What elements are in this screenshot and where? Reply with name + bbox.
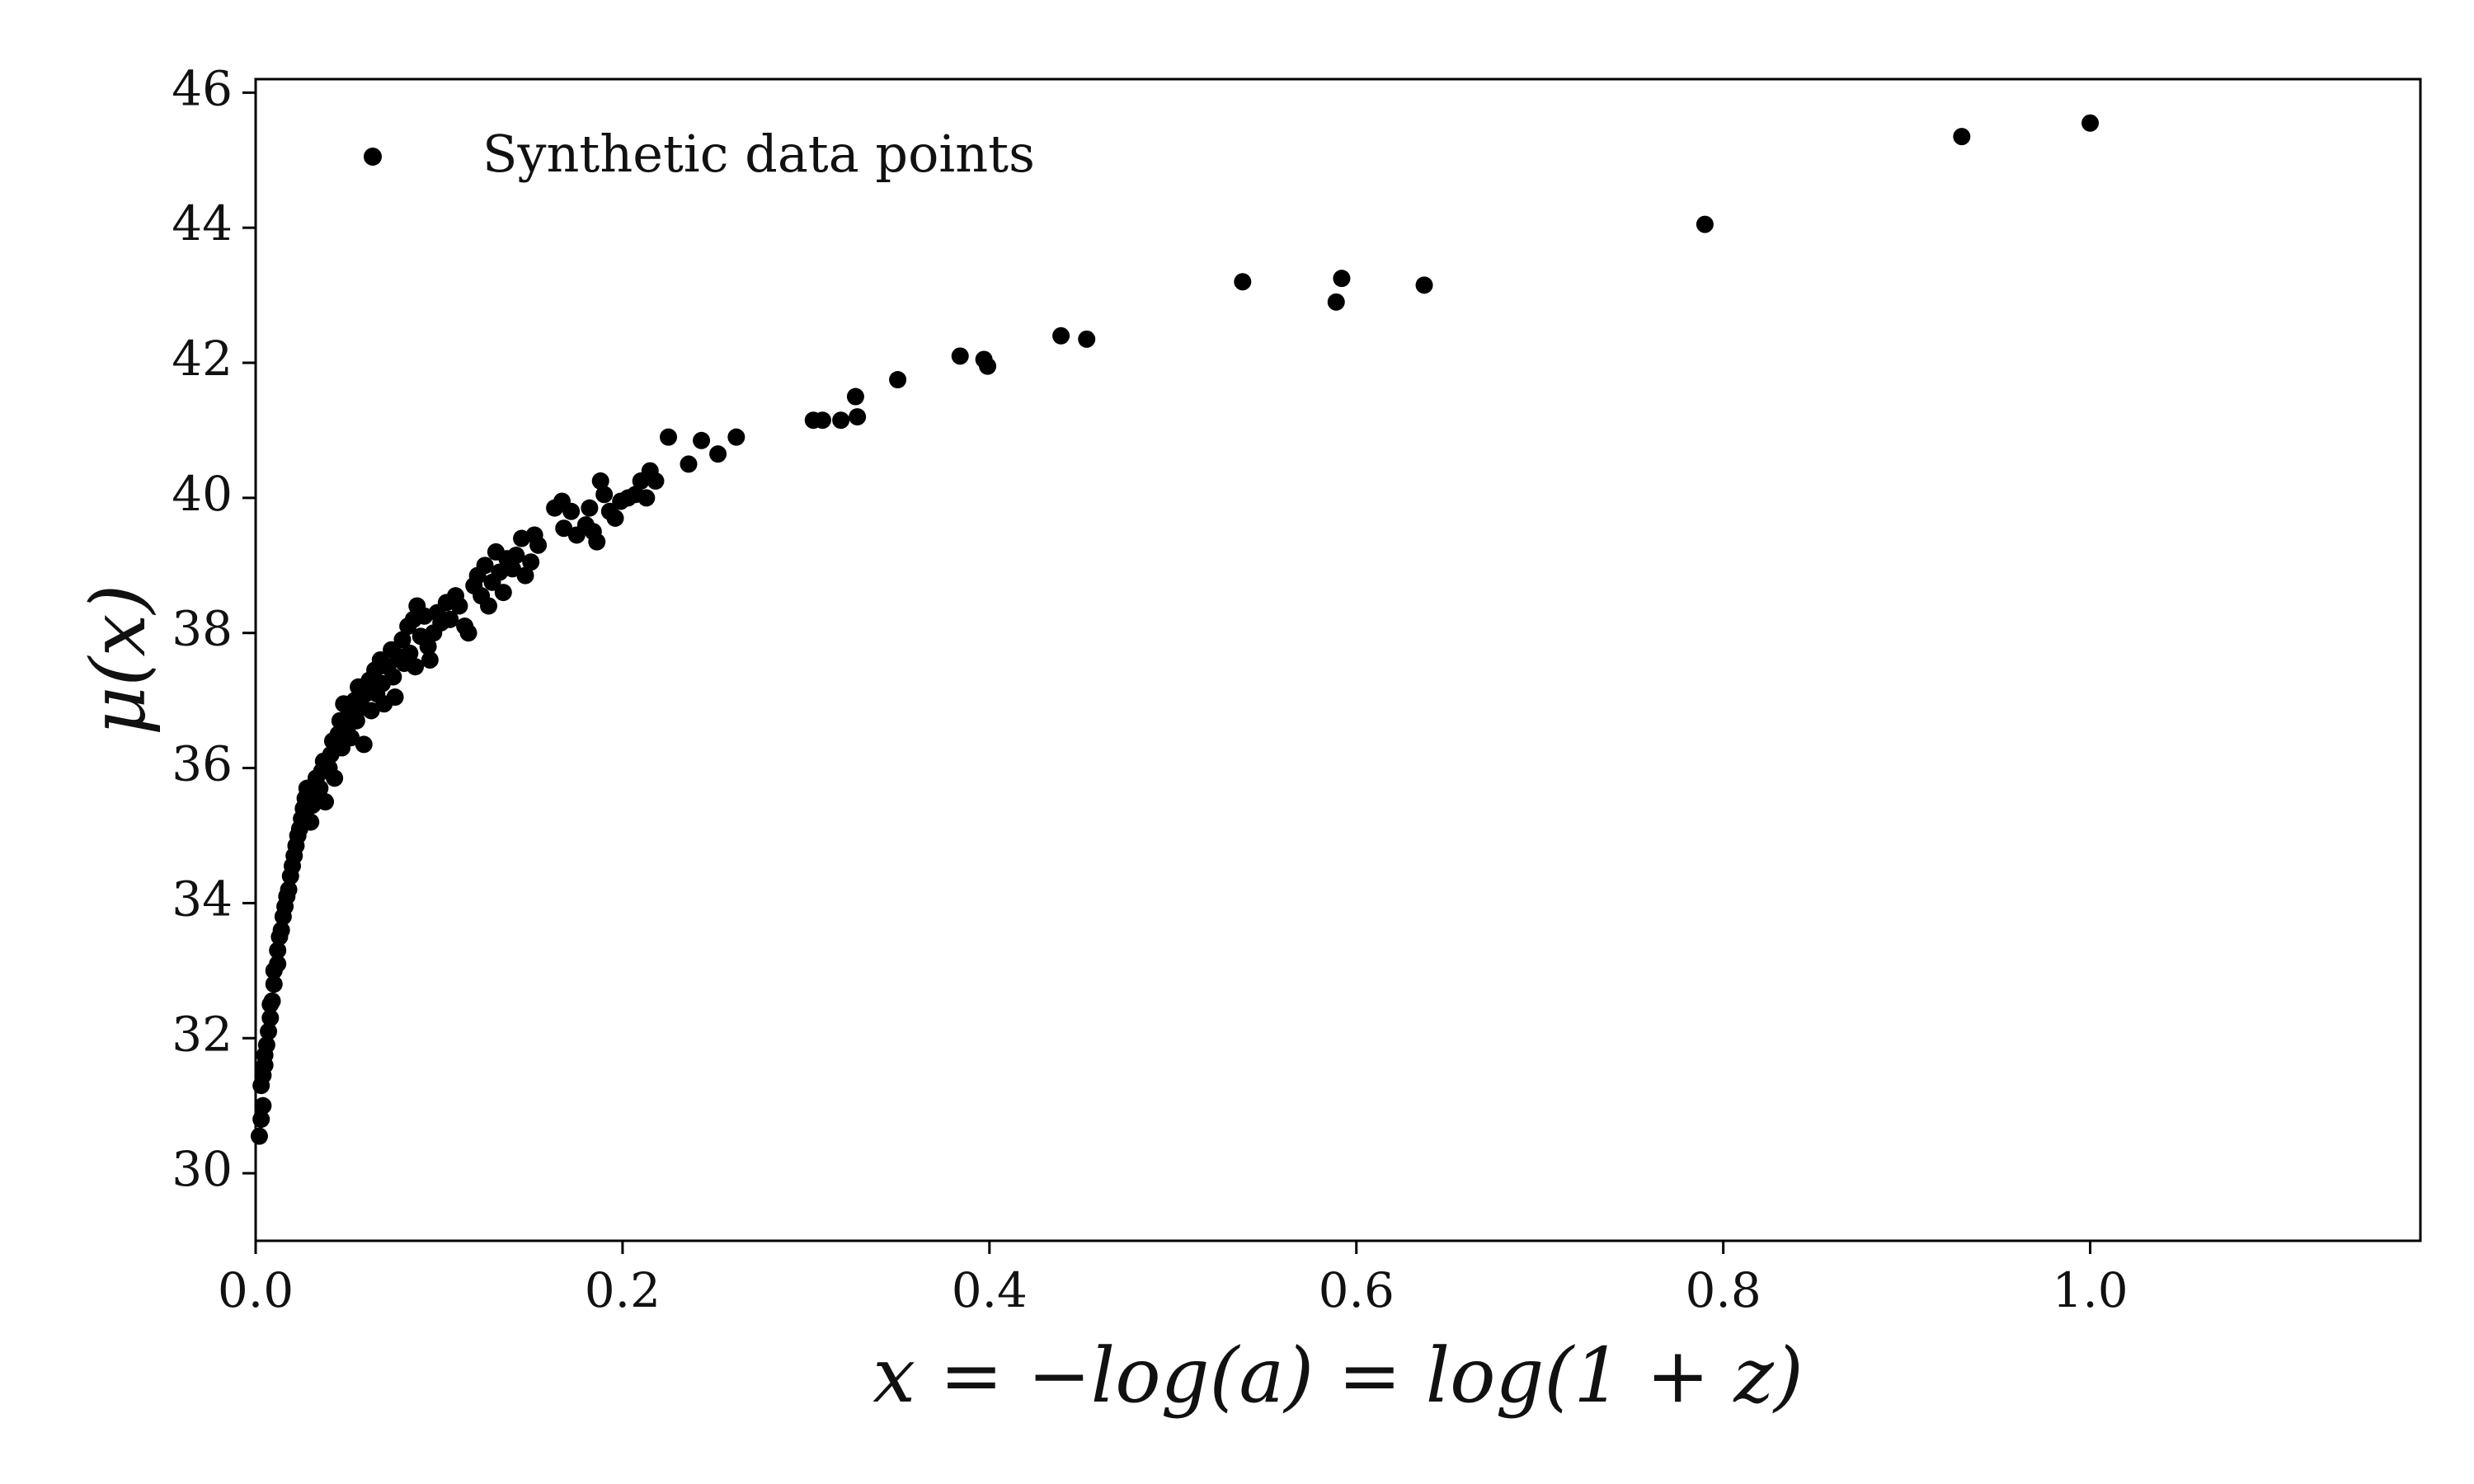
x-tick-label: 0.2 xyxy=(585,1262,661,1318)
data-point xyxy=(516,566,534,585)
x-axis-label: x = −log(a) = log(1 + z) xyxy=(872,1331,1804,1420)
data-point xyxy=(355,735,373,754)
data-point xyxy=(441,610,459,628)
data-point xyxy=(647,472,665,490)
data-point xyxy=(889,371,907,389)
data-point xyxy=(1696,215,1714,233)
data-point xyxy=(581,499,599,517)
y-axis-label: μ(x) xyxy=(74,585,162,735)
data-point xyxy=(311,779,329,797)
data-point xyxy=(522,553,540,571)
data-point xyxy=(263,992,281,1010)
data-point xyxy=(265,975,283,993)
y-tick-label: 34 xyxy=(172,871,233,927)
x-tick-label: 0.6 xyxy=(1319,1262,1395,1318)
data-point xyxy=(459,624,477,642)
data-point xyxy=(269,955,287,973)
data-point xyxy=(588,533,606,551)
data-point xyxy=(727,428,745,446)
data-point xyxy=(317,793,335,811)
y-tick-label: 30 xyxy=(172,1141,233,1197)
data-point xyxy=(494,584,512,602)
y-tick-label: 36 xyxy=(172,736,233,792)
data-point xyxy=(480,597,498,615)
legend-marker xyxy=(364,148,382,166)
data-point xyxy=(257,1036,275,1054)
data-point xyxy=(261,1009,280,1027)
data-point xyxy=(1333,270,1351,288)
data-point xyxy=(2081,114,2100,132)
data-point xyxy=(562,502,581,520)
y-tick-label: 46 xyxy=(172,60,233,116)
data-point xyxy=(386,688,404,707)
data-point xyxy=(846,387,864,406)
data-point xyxy=(979,357,997,375)
data-point xyxy=(250,1127,268,1145)
data-point xyxy=(450,597,468,615)
data-point xyxy=(272,921,290,939)
data-point xyxy=(1078,330,1096,348)
x-tick-label: 0.4 xyxy=(952,1262,1028,1318)
legend: Synthetic data points xyxy=(364,124,1035,184)
data-point xyxy=(1234,273,1252,291)
data-point xyxy=(680,455,698,473)
data-point xyxy=(407,658,425,676)
data-point xyxy=(606,509,624,527)
data-point xyxy=(269,942,287,960)
data-point xyxy=(660,428,678,446)
y-tick-label: 44 xyxy=(172,195,233,251)
points-layer xyxy=(250,114,2100,1145)
data-point xyxy=(401,644,419,662)
data-point xyxy=(693,431,711,449)
data-point xyxy=(1953,128,1971,146)
data-point xyxy=(832,411,850,430)
data-point xyxy=(476,556,494,575)
x-tick-label: 0.8 xyxy=(1686,1262,1761,1318)
legend-label: Synthetic data points xyxy=(482,124,1035,184)
data-point xyxy=(384,668,402,686)
data-point xyxy=(393,631,412,649)
data-point xyxy=(302,813,320,831)
data-point xyxy=(555,519,573,538)
data-point xyxy=(362,702,380,720)
x-tick-label: 1.0 xyxy=(2052,1262,2128,1318)
data-point xyxy=(595,486,614,504)
data-point xyxy=(849,408,867,426)
data-point xyxy=(326,769,344,787)
data-point xyxy=(260,1022,278,1040)
data-point xyxy=(529,536,548,554)
data-point xyxy=(254,1097,272,1115)
x-tick-label: 0.0 xyxy=(218,1262,294,1318)
data-point xyxy=(1327,293,1345,311)
data-point xyxy=(1415,276,1433,294)
data-point xyxy=(507,547,525,565)
data-point xyxy=(709,445,727,463)
data-point xyxy=(637,489,656,507)
plot-frame xyxy=(254,77,2422,1242)
y-tick-label: 40 xyxy=(172,466,233,522)
data-point xyxy=(347,711,365,730)
data-point xyxy=(813,411,831,430)
y-tick-label: 38 xyxy=(172,601,233,657)
data-point xyxy=(1052,326,1070,345)
y-tick-label: 32 xyxy=(172,1006,233,1062)
data-point xyxy=(280,881,298,899)
data-point xyxy=(342,729,360,747)
ticks-layer: 0.0 0.2 0.4 0.6 0.8 1.0 30 32 34 36 38 40 42 44 46 xyxy=(172,60,2128,1318)
data-point xyxy=(421,651,439,669)
data-point xyxy=(503,560,521,578)
data-point xyxy=(591,472,609,490)
data-point xyxy=(419,637,437,655)
data-point xyxy=(951,347,969,365)
y-tick-label: 42 xyxy=(172,331,233,387)
